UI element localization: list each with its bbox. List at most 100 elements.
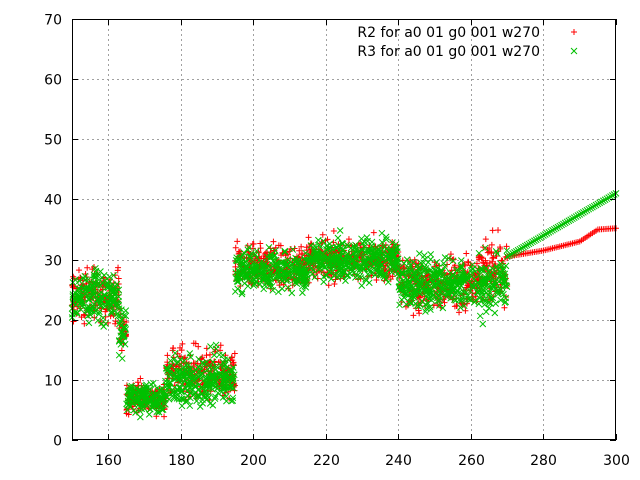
r3-point xyxy=(414,265,422,273)
r2-point xyxy=(179,340,186,347)
r2-point xyxy=(331,281,338,288)
r3-point xyxy=(499,273,506,281)
y-tick-label: 40 xyxy=(44,193,62,209)
r3-point xyxy=(105,298,112,306)
r3-point xyxy=(329,255,337,263)
r3-point xyxy=(610,191,618,198)
r3-point xyxy=(343,252,351,259)
r3-point xyxy=(265,243,273,251)
r3-point xyxy=(158,393,165,401)
r3-point xyxy=(229,397,237,404)
r3-point xyxy=(446,280,454,287)
axes: 160 180 200 220 240 260 280 300 0 10 20 30 40 50 60 70 xyxy=(44,13,630,470)
x-tick-label: 280 xyxy=(530,453,557,469)
r3-point xyxy=(98,279,106,286)
r3-point xyxy=(75,277,83,285)
r3-point xyxy=(416,289,424,297)
r3-point xyxy=(396,273,404,281)
r3-point xyxy=(538,233,546,240)
r3-point xyxy=(263,253,271,261)
r3-point xyxy=(416,250,423,257)
r3-point xyxy=(128,382,136,390)
r3-point xyxy=(464,295,472,303)
r3-point xyxy=(209,358,217,366)
r2-point xyxy=(398,263,405,270)
r2-point xyxy=(250,240,257,247)
r3-point xyxy=(580,209,587,216)
r2-point xyxy=(195,343,202,350)
x-tick-label: 180 xyxy=(168,453,195,469)
r3-point xyxy=(126,403,134,410)
r3-point xyxy=(336,268,343,275)
r3-point xyxy=(283,277,290,285)
r2-point xyxy=(78,314,85,321)
r3-point xyxy=(447,294,454,302)
r3-point xyxy=(416,278,424,286)
r3-point xyxy=(194,391,201,399)
r2-point xyxy=(203,352,210,359)
r3-point xyxy=(269,286,277,294)
y-tick-label: 50 xyxy=(44,133,62,149)
x-tick-label: 220 xyxy=(313,453,340,469)
r3-point xyxy=(212,383,220,390)
r3-point xyxy=(100,271,108,279)
r3-point xyxy=(147,386,154,394)
r3-point xyxy=(289,256,297,264)
r3-point xyxy=(402,278,409,286)
r2-point xyxy=(115,275,122,282)
r3-point xyxy=(547,227,555,235)
r3-point xyxy=(427,306,434,314)
r3-point xyxy=(272,274,280,282)
r3-point xyxy=(578,210,585,217)
r3-point xyxy=(313,249,321,257)
r3-point xyxy=(178,402,186,410)
r3-point xyxy=(368,257,375,264)
r3-point xyxy=(121,324,129,332)
r3-point xyxy=(439,304,447,312)
r3-point xyxy=(138,401,146,408)
r3-point xyxy=(253,247,261,255)
r3-point xyxy=(335,271,342,279)
r3-point xyxy=(599,197,607,205)
r2-point xyxy=(102,308,109,315)
r3-point xyxy=(376,259,383,267)
r3-point xyxy=(136,413,144,421)
r3-point xyxy=(434,297,441,305)
r3-point xyxy=(227,384,235,391)
r3-point xyxy=(497,296,505,304)
r3-point xyxy=(403,256,411,263)
r3-point xyxy=(124,406,131,414)
r3-point xyxy=(147,380,155,388)
r3-point xyxy=(434,282,441,290)
r3-point xyxy=(174,386,181,393)
r3-point xyxy=(525,240,533,248)
r3-point xyxy=(590,202,598,210)
r3-point xyxy=(308,260,316,267)
r3-point xyxy=(481,244,489,252)
r3-point xyxy=(488,265,496,272)
r3-point xyxy=(154,402,162,410)
r3-point xyxy=(238,253,245,261)
r3-point xyxy=(545,229,553,236)
r3-point xyxy=(108,286,116,294)
r2-point xyxy=(231,350,238,357)
r3-point xyxy=(220,362,228,370)
r3-point xyxy=(422,265,429,273)
r3-point xyxy=(507,251,515,258)
r3-point xyxy=(498,289,506,297)
r3-point xyxy=(428,296,435,304)
y-tick-label: 70 xyxy=(44,13,62,29)
r3-point xyxy=(572,213,580,220)
r3-point xyxy=(418,297,426,305)
r3-point xyxy=(174,368,182,375)
r3-point xyxy=(125,401,133,409)
r3-point xyxy=(102,320,109,328)
r3-point xyxy=(561,219,569,227)
r3-point xyxy=(158,385,166,392)
r3-point xyxy=(85,303,93,311)
r3-point xyxy=(138,392,146,400)
r3-point xyxy=(420,259,427,267)
r3-point xyxy=(587,204,594,212)
r3-point xyxy=(234,285,242,293)
r3-point xyxy=(215,351,223,359)
